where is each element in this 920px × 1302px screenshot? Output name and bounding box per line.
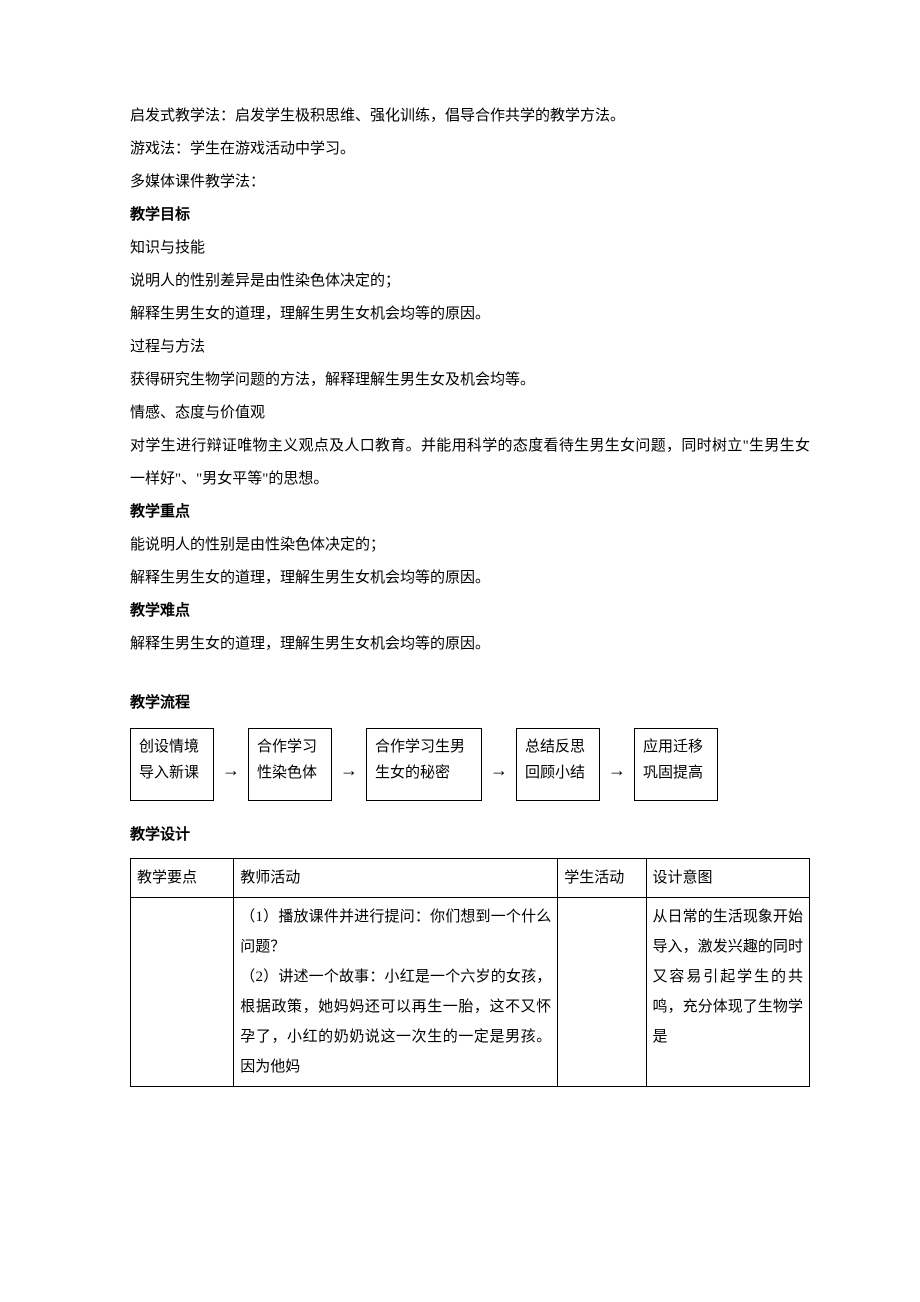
flow-node-4: 总结反思 回顾小结 [516,728,600,801]
heading-design: 教学设计 [130,819,810,852]
paragraph-knowledge-skills: 知识与技能 [130,232,810,265]
heading-flow: 教学流程 [130,687,810,720]
heading-difficulties: 教学难点 [130,595,810,628]
heading-objectives: 教学目标 [130,199,810,232]
design-table: 教学要点 教师活动 学生活动 设计意图 （1）播放课件并进行提问：你们想到一个什… [130,858,810,1087]
flow-node-1: 创设情境 导入新课 [130,728,214,801]
table-header-c4: 设计意图 [646,859,810,898]
paragraph-obj1: 说明人的性别差异是由性染色体决定的； [130,265,810,298]
table-cell-c3 [558,898,646,1087]
table-header-c2: 教师活动 [234,859,558,898]
flow-node-5-line2: 巩固提高 [643,761,709,787]
table-cell-c4: 从日常的生活现象开始导入，激发兴趣的同时又容易引起学生的共鸣，充分体现了生物学是 [646,898,810,1087]
arrow-icon: → [338,751,360,791]
paragraph-diff1: 解释生男生女的道理，理解生男生女机会均等的原因。 [130,628,810,661]
flow-node-4-line2: 回顾小结 [525,761,591,787]
paragraph-game: 游戏法：学生在游戏活动中学习。 [130,133,810,166]
paragraph-key2: 解释生男生女的道理，理解生男生女机会均等的原因。 [130,562,810,595]
paragraph-obj4: 对学生进行辩证唯物主义观点及人口教育。并能用科学的态度看待生男生女问题，同时树立… [130,430,810,496]
paragraph-process: 过程与方法 [130,331,810,364]
arrow-icon: → [606,751,628,791]
table-header-c3: 学生活动 [558,859,646,898]
flowchart: 创设情境 导入新课 → 合作学习 性染色体 → 合作学习生男 生女的秘密 → 总… [130,728,810,801]
table-row: （1）播放课件并进行提问：你们想到一个什么问题？ （2）讲述一个故事：小红是一个… [131,898,810,1087]
table-cell-c2: （1）播放课件并进行提问：你们想到一个什么问题？ （2）讲述一个故事：小红是一个… [234,898,558,1087]
flow-node-3-line1: 合作学习生男 [375,735,473,761]
flow-node-3-line2: 生女的秘密 [375,761,473,787]
table-header-c1: 教学要点 [131,859,234,898]
paragraph-heuristic: 启发式教学法：启发学生极积思维、强化训练，倡导合作共学的教学方法。 [130,100,810,133]
flow-node-2-line2: 性染色体 [257,761,323,787]
flow-node-5: 应用迁移 巩固提高 [634,728,718,801]
flow-node-1-line2: 导入新课 [139,761,205,787]
table-cell-c1 [131,898,234,1087]
heading-keypoints: 教学重点 [130,496,810,529]
flow-node-4-line1: 总结反思 [525,735,591,761]
paragraph-obj3: 获得研究生物学问题的方法，解释理解生男生女及机会均等。 [130,364,810,397]
flow-node-2-line1: 合作学习 [257,735,323,761]
paragraph-obj2: 解释生男生女的道理，理解生男生女机会均等的原因。 [130,298,810,331]
flow-node-1-line1: 创设情境 [139,735,205,761]
flow-node-5-line1: 应用迁移 [643,735,709,761]
arrow-icon: → [220,751,242,791]
paragraph-values: 情感、态度与价值观 [130,397,810,430]
flow-node-2: 合作学习 性染色体 [248,728,332,801]
table-header-row: 教学要点 教师活动 学生活动 设计意图 [131,859,810,898]
paragraph-multimedia: 多媒体课件教学法： [130,166,810,199]
arrow-icon: → [488,751,510,791]
flow-node-3: 合作学习生男 生女的秘密 [366,728,482,801]
paragraph-key1: 能说明人的性别是由性染色体决定的； [130,529,810,562]
